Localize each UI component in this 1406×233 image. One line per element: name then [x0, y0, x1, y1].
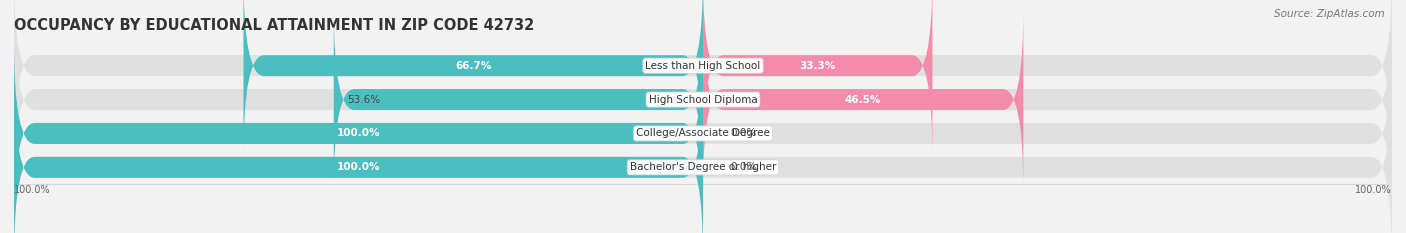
FancyBboxPatch shape: [703, 0, 932, 157]
Text: 46.5%: 46.5%: [845, 95, 882, 105]
Text: College/Associate Degree: College/Associate Degree: [636, 128, 770, 138]
FancyBboxPatch shape: [703, 8, 1024, 191]
Text: 53.6%: 53.6%: [347, 95, 381, 105]
Text: 33.3%: 33.3%: [800, 61, 835, 71]
Text: 0.0%: 0.0%: [731, 162, 756, 172]
Text: OCCUPANCY BY EDUCATIONAL ATTAINMENT IN ZIP CODE 42732: OCCUPANCY BY EDUCATIONAL ATTAINMENT IN Z…: [14, 18, 534, 34]
FancyBboxPatch shape: [14, 42, 703, 225]
FancyBboxPatch shape: [243, 0, 703, 157]
Text: 66.7%: 66.7%: [456, 61, 492, 71]
FancyBboxPatch shape: [333, 8, 703, 191]
Text: 100.0%: 100.0%: [14, 185, 51, 195]
Text: 100.0%: 100.0%: [337, 162, 380, 172]
FancyBboxPatch shape: [14, 8, 1392, 191]
FancyBboxPatch shape: [14, 42, 1392, 225]
Text: Less than High School: Less than High School: [645, 61, 761, 71]
Text: 100.0%: 100.0%: [337, 128, 380, 138]
Text: High School Diploma: High School Diploma: [648, 95, 758, 105]
Text: 100.0%: 100.0%: [1355, 185, 1392, 195]
Text: 0.0%: 0.0%: [731, 128, 756, 138]
Text: Bachelor's Degree or higher: Bachelor's Degree or higher: [630, 162, 776, 172]
FancyBboxPatch shape: [14, 0, 1392, 157]
FancyBboxPatch shape: [14, 76, 1392, 233]
Text: Source: ZipAtlas.com: Source: ZipAtlas.com: [1274, 9, 1385, 19]
FancyBboxPatch shape: [14, 76, 703, 233]
